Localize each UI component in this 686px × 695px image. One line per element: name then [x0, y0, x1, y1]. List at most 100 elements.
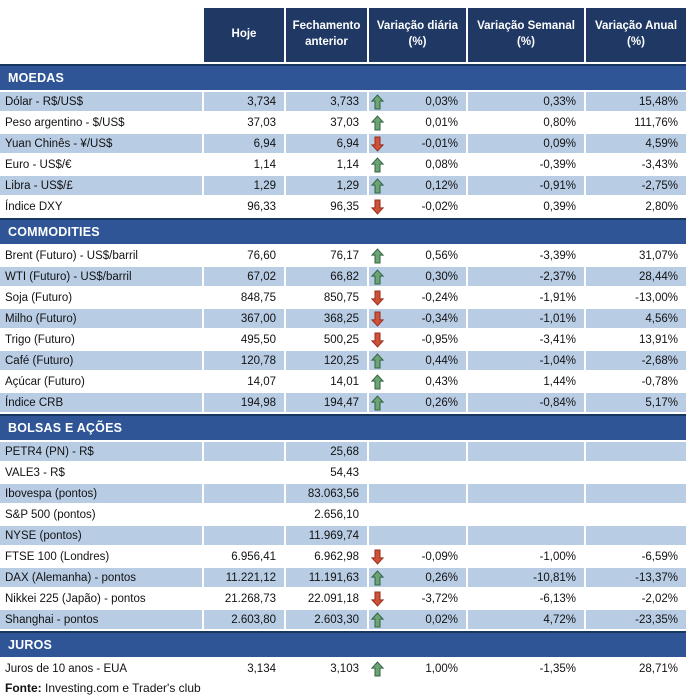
fechamento-value: 11.969,74 [286, 526, 367, 545]
trend-up-icon [371, 394, 384, 410]
fechamento-value: 66,82 [286, 267, 367, 286]
hoje-value: 6.956,41 [204, 547, 284, 566]
hoje-value [204, 505, 284, 524]
variacao-anual-value [586, 484, 686, 503]
variacao-anual-value: 13,91% [586, 330, 686, 349]
variacao-diaria-cell: -0,34% [369, 309, 466, 328]
variacao-diaria-cell: 0,26% [369, 568, 466, 587]
variacao-diaria-cell: -0,09% [369, 547, 466, 566]
variacao-semanal-value: -10,81% [468, 568, 584, 587]
variacao-diaria-cell [369, 484, 466, 503]
source-note: Fonte: Investing.com e Trader's club [0, 681, 686, 695]
variacao-anual-value: -2,68% [586, 351, 686, 370]
variacao-semanal-value [468, 526, 584, 545]
variacao-semanal-value: -1,35% [468, 659, 584, 678]
variacao-diaria-cell: -0,24% [369, 288, 466, 307]
financial-table: Hoje Fechamento anterior Variação diária… [0, 8, 686, 678]
hoje-value: 1,14 [204, 155, 284, 174]
row-label: Nikkei 225 (Japão) - pontos [0, 589, 202, 608]
variacao-diaria-cell: -0,02% [369, 197, 466, 216]
trend-down-icon [371, 199, 384, 215]
variacao-diaria-value: 0,30% [425, 270, 458, 283]
variacao-semanal-value: -6,13% [468, 589, 584, 608]
fechamento-value: 1,29 [286, 176, 367, 195]
variacao-diaria-cell: 0,44% [369, 351, 466, 370]
hoje-value: 6,94 [204, 134, 284, 153]
variacao-anual-value: 2,80% [586, 197, 686, 216]
variacao-diaria-value: 0,08% [425, 158, 458, 171]
column-header-fechamento: Fechamento anterior [286, 8, 367, 62]
hoje-value: 96,33 [204, 197, 284, 216]
fechamento-value: 3,733 [286, 92, 367, 111]
variacao-semanal-value: -1,04% [468, 351, 584, 370]
trend-down-icon [371, 136, 384, 152]
hoje-value: 76,60 [204, 246, 284, 265]
fechamento-value: 76,17 [286, 246, 367, 265]
variacao-diaria-cell: 0,30% [369, 267, 466, 286]
variacao-diaria-cell [369, 442, 466, 461]
variacao-anual-value: -2,02% [586, 589, 686, 608]
section-header-bolsas-e-acoes: BOLSAS E AÇÕES [0, 414, 686, 440]
fechamento-value: 1,14 [286, 155, 367, 174]
variacao-semanal-value: -0,84% [468, 393, 584, 412]
fechamento-value: 120,25 [286, 351, 367, 370]
trend-up-icon [371, 93, 384, 109]
trend-down-icon [371, 591, 384, 607]
trend-up-icon [371, 177, 384, 193]
row-label: Brent (Futuro) - US$/barril [0, 246, 202, 265]
fechamento-value: 37,03 [286, 113, 367, 132]
fechamento-value: 3,103 [286, 659, 367, 678]
variacao-diaria-value: -0,09% [421, 550, 458, 563]
fechamento-value: 25,68 [286, 442, 367, 461]
trend-down-icon [371, 290, 384, 306]
variacao-anual-value: -6,59% [586, 547, 686, 566]
variacao-diaria-cell: 0,03% [369, 92, 466, 111]
trend-down-icon [371, 311, 384, 327]
variacao-anual-value: -2,75% [586, 176, 686, 195]
row-label: Yuan Chinês - ¥/US$ [0, 134, 202, 153]
column-header-variacao-anual: Variação Anual (%) [586, 8, 686, 62]
variacao-semanal-value: -1,00% [468, 547, 584, 566]
fechamento-value: 2.656,10 [286, 505, 367, 524]
fechamento-value: 14,01 [286, 372, 367, 391]
row-label: Shanghai - pontos [0, 610, 202, 629]
trend-down-icon [371, 332, 384, 348]
variacao-diaria-value: 0,56% [425, 249, 458, 262]
column-header-hoje: Hoje [204, 8, 284, 62]
variacao-semanal-value: 4,72% [468, 610, 584, 629]
hoje-value [204, 442, 284, 461]
row-label: FTSE 100 (Londres) [0, 547, 202, 566]
trend-down-icon [371, 549, 384, 565]
row-label: NYSE (pontos) [0, 526, 202, 545]
variacao-diaria-value: -0,02% [421, 200, 458, 213]
hoje-value: 37,03 [204, 113, 284, 132]
row-label: Açúcar (Futuro) [0, 372, 202, 391]
row-label: Dólar - R$/US$ [0, 92, 202, 111]
variacao-anual-value [586, 442, 686, 461]
variacao-semanal-value: 1,44% [468, 372, 584, 391]
fechamento-value: 2.603,30 [286, 610, 367, 629]
variacao-diaria-cell [369, 505, 466, 524]
variacao-diaria-cell: -0,01% [369, 134, 466, 153]
variacao-diaria-value: 0,44% [425, 354, 458, 367]
variacao-diaria-value: -0,24% [421, 291, 458, 304]
hoje-value: 194,98 [204, 393, 284, 412]
row-label: Milho (Futuro) [0, 309, 202, 328]
fechamento-value: 83.063,56 [286, 484, 367, 503]
variacao-semanal-value: 0,09% [468, 134, 584, 153]
row-label: PETR4 (PN) - R$ [0, 442, 202, 461]
column-header-variacao-semanal: Variação Semanal (%) [468, 8, 584, 62]
variacao-anual-value: 15,48% [586, 92, 686, 111]
trend-up-icon [371, 247, 384, 263]
variacao-anual-value: -3,43% [586, 155, 686, 174]
row-label: Café (Futuro) [0, 351, 202, 370]
variacao-diaria-cell: 0,02% [369, 610, 466, 629]
section-header-commodities: COMMODITIES [0, 218, 686, 244]
variacao-semanal-value [468, 484, 584, 503]
row-label: Juros de 10 anos - EUA [0, 659, 202, 678]
variacao-diaria-value: -3,72% [421, 592, 458, 605]
hoje-value: 21.268,73 [204, 589, 284, 608]
row-label: VALE3 - R$ [0, 463, 202, 482]
variacao-diaria-cell: 0,26% [369, 393, 466, 412]
